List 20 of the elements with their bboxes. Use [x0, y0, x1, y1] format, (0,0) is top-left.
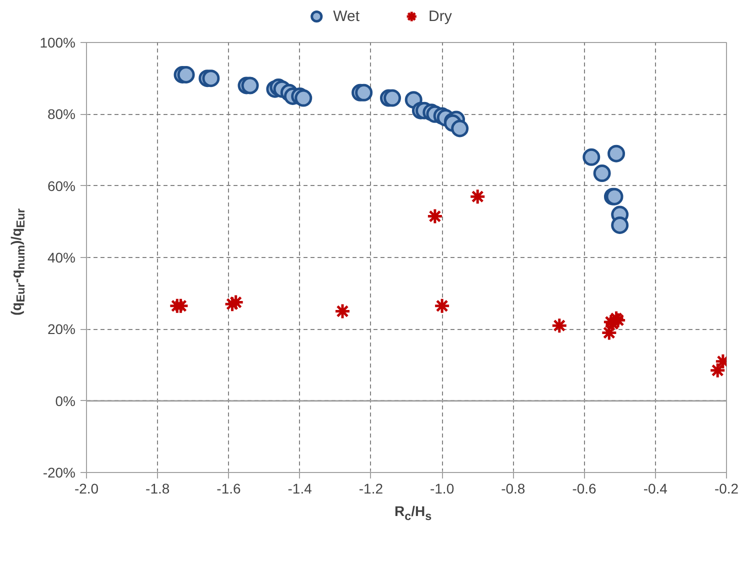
x-tick-label: -0.2	[714, 480, 739, 496]
x-tick-label: -1.4	[288, 480, 312, 496]
x-tick-label: -1.8	[146, 480, 170, 496]
x-tick-label: -1.6	[216, 480, 241, 496]
y-tick-label: -20%	[42, 464, 76, 480]
y-tick-label: 100%	[40, 34, 76, 50]
x-axis-title: R$_{c}$/H$_{s}$	[394, 502, 432, 525]
x-tick-label: -0.4	[643, 480, 668, 496]
x-tick-label: -1.0	[430, 480, 454, 496]
y-tick-label: 80%	[47, 106, 76, 122]
x-tick-label: -0.6	[572, 480, 597, 496]
y-tick-label: 20%	[47, 321, 76, 338]
x-tick-label: -1.2	[358, 480, 384, 496]
y-tick-label: 60%	[47, 178, 76, 194]
x-tick-label: -2.0	[74, 480, 99, 496]
legend-label: Wet	[333, 8, 360, 24]
legend-label: Dry	[428, 8, 452, 24]
y-tick-label: 40%	[47, 250, 76, 266]
x-tick-label: -0.8	[501, 480, 526, 496]
y-tick-label: 0%	[55, 392, 76, 409]
